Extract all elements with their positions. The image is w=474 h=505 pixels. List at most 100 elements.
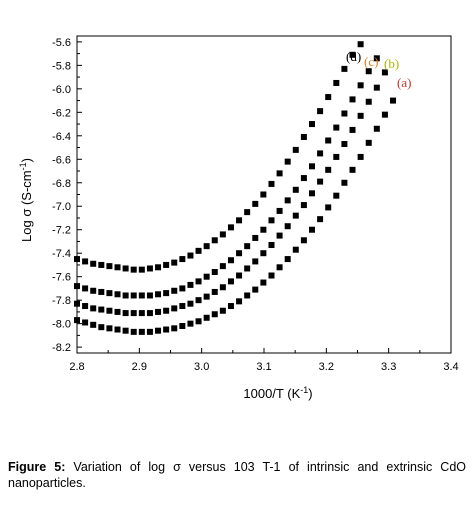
- series-labels: (a) (b) (c)(d): [346, 49, 411, 90]
- series-label: (b): [384, 56, 399, 71]
- data-point: [163, 326, 170, 333]
- data-point: [171, 325, 178, 332]
- x-axis: 2.8 2.9 3.0 3.1 3.2 3.3 3.4: [69, 348, 459, 373]
- data-point: [203, 314, 210, 321]
- data-point: [227, 257, 234, 264]
- data-point: [179, 256, 186, 263]
- data-point: [300, 237, 307, 244]
- data-point: [308, 121, 315, 128]
- y-tick-label: -6.6: [52, 154, 71, 166]
- data-point: [276, 232, 283, 239]
- y-tick-label: -5.6: [52, 37, 71, 49]
- data-point: [284, 223, 291, 230]
- y-tick-label: -8.2: [52, 342, 71, 354]
- caption-text: Variation of log σ versus 103 T-1 of int…: [8, 460, 466, 490]
- data-point: [106, 290, 113, 297]
- figure-caption: Figure 5: Variation of log σ versus 103 …: [8, 459, 466, 491]
- data-point: [155, 308, 162, 315]
- data-point: [236, 272, 243, 279]
- data-point: [138, 310, 145, 317]
- data-point: [122, 265, 129, 272]
- data-point: [163, 261, 170, 268]
- data-point: [187, 320, 194, 327]
- data-point: [195, 247, 202, 254]
- data-point: [219, 263, 226, 270]
- data-point: [284, 256, 291, 263]
- data-point: [106, 263, 113, 270]
- data-point: [155, 327, 162, 334]
- data-points: [74, 41, 397, 335]
- data-point: [341, 110, 348, 117]
- data-point: [114, 291, 121, 298]
- data-point: [195, 318, 202, 325]
- data-point: [203, 273, 210, 280]
- data-point: [82, 303, 89, 310]
- data-point: [227, 278, 234, 285]
- data-point: [74, 283, 80, 290]
- data-point: [227, 224, 234, 231]
- data-point: [268, 217, 275, 224]
- data-point: [74, 256, 80, 263]
- data-point: [163, 290, 170, 297]
- data-point: [114, 264, 121, 271]
- data-point: [276, 264, 283, 271]
- data-point: [171, 259, 178, 266]
- data-point: [122, 310, 129, 317]
- data-point: [357, 153, 364, 160]
- x-tick-label: 3.4: [443, 361, 458, 373]
- data-point: [98, 306, 105, 313]
- data-point: [155, 291, 162, 298]
- data-point: [317, 108, 324, 115]
- data-point: [357, 112, 364, 119]
- data-point: [179, 303, 186, 310]
- data-point: [90, 260, 97, 267]
- data-point: [381, 111, 388, 118]
- data-point: [349, 96, 356, 103]
- data-point: [268, 180, 275, 187]
- data-point: [146, 265, 153, 272]
- data-point: [203, 243, 210, 250]
- data-point: [82, 258, 89, 265]
- data-point: [244, 292, 251, 299]
- series-2: [74, 55, 380, 299]
- data-point: [130, 310, 137, 317]
- data-point: [292, 186, 299, 193]
- data-point: [260, 226, 267, 233]
- data-point: [114, 326, 121, 333]
- data-point: [130, 292, 137, 299]
- data-point: [260, 250, 267, 257]
- x-tick-label: 2.9: [132, 361, 147, 373]
- series-label: (d): [346, 49, 361, 64]
- data-point: [74, 300, 80, 307]
- data-point: [122, 327, 129, 334]
- data-point: [317, 150, 324, 157]
- data-point: [333, 124, 340, 131]
- data-point: [203, 293, 210, 300]
- data-point: [365, 98, 372, 105]
- data-point: [98, 261, 105, 268]
- data-point: [179, 285, 186, 292]
- y-tick-label: -6.2: [52, 107, 71, 119]
- data-point: [365, 68, 372, 75]
- data-point: [236, 250, 243, 257]
- data-point: [308, 226, 315, 233]
- data-point: [244, 209, 251, 216]
- data-point: [381, 69, 388, 76]
- series-label: (a): [397, 75, 411, 90]
- data-point: [373, 55, 380, 62]
- data-point: [130, 328, 137, 335]
- data-point: [74, 317, 80, 324]
- data-point: [219, 231, 226, 238]
- data-point: [98, 288, 105, 295]
- data-point: [236, 217, 243, 224]
- data-point: [195, 297, 202, 304]
- data-point: [171, 287, 178, 294]
- data-point: [333, 153, 340, 160]
- x-tick-label: 3.1: [256, 361, 271, 373]
- data-point: [155, 264, 162, 271]
- y-tick-label: -5.8: [52, 60, 71, 72]
- series-label: (c): [364, 54, 378, 69]
- data-point: [195, 278, 202, 285]
- data-point: [276, 207, 283, 214]
- y-axis-title: Log σ (S-cm-1): [18, 158, 34, 242]
